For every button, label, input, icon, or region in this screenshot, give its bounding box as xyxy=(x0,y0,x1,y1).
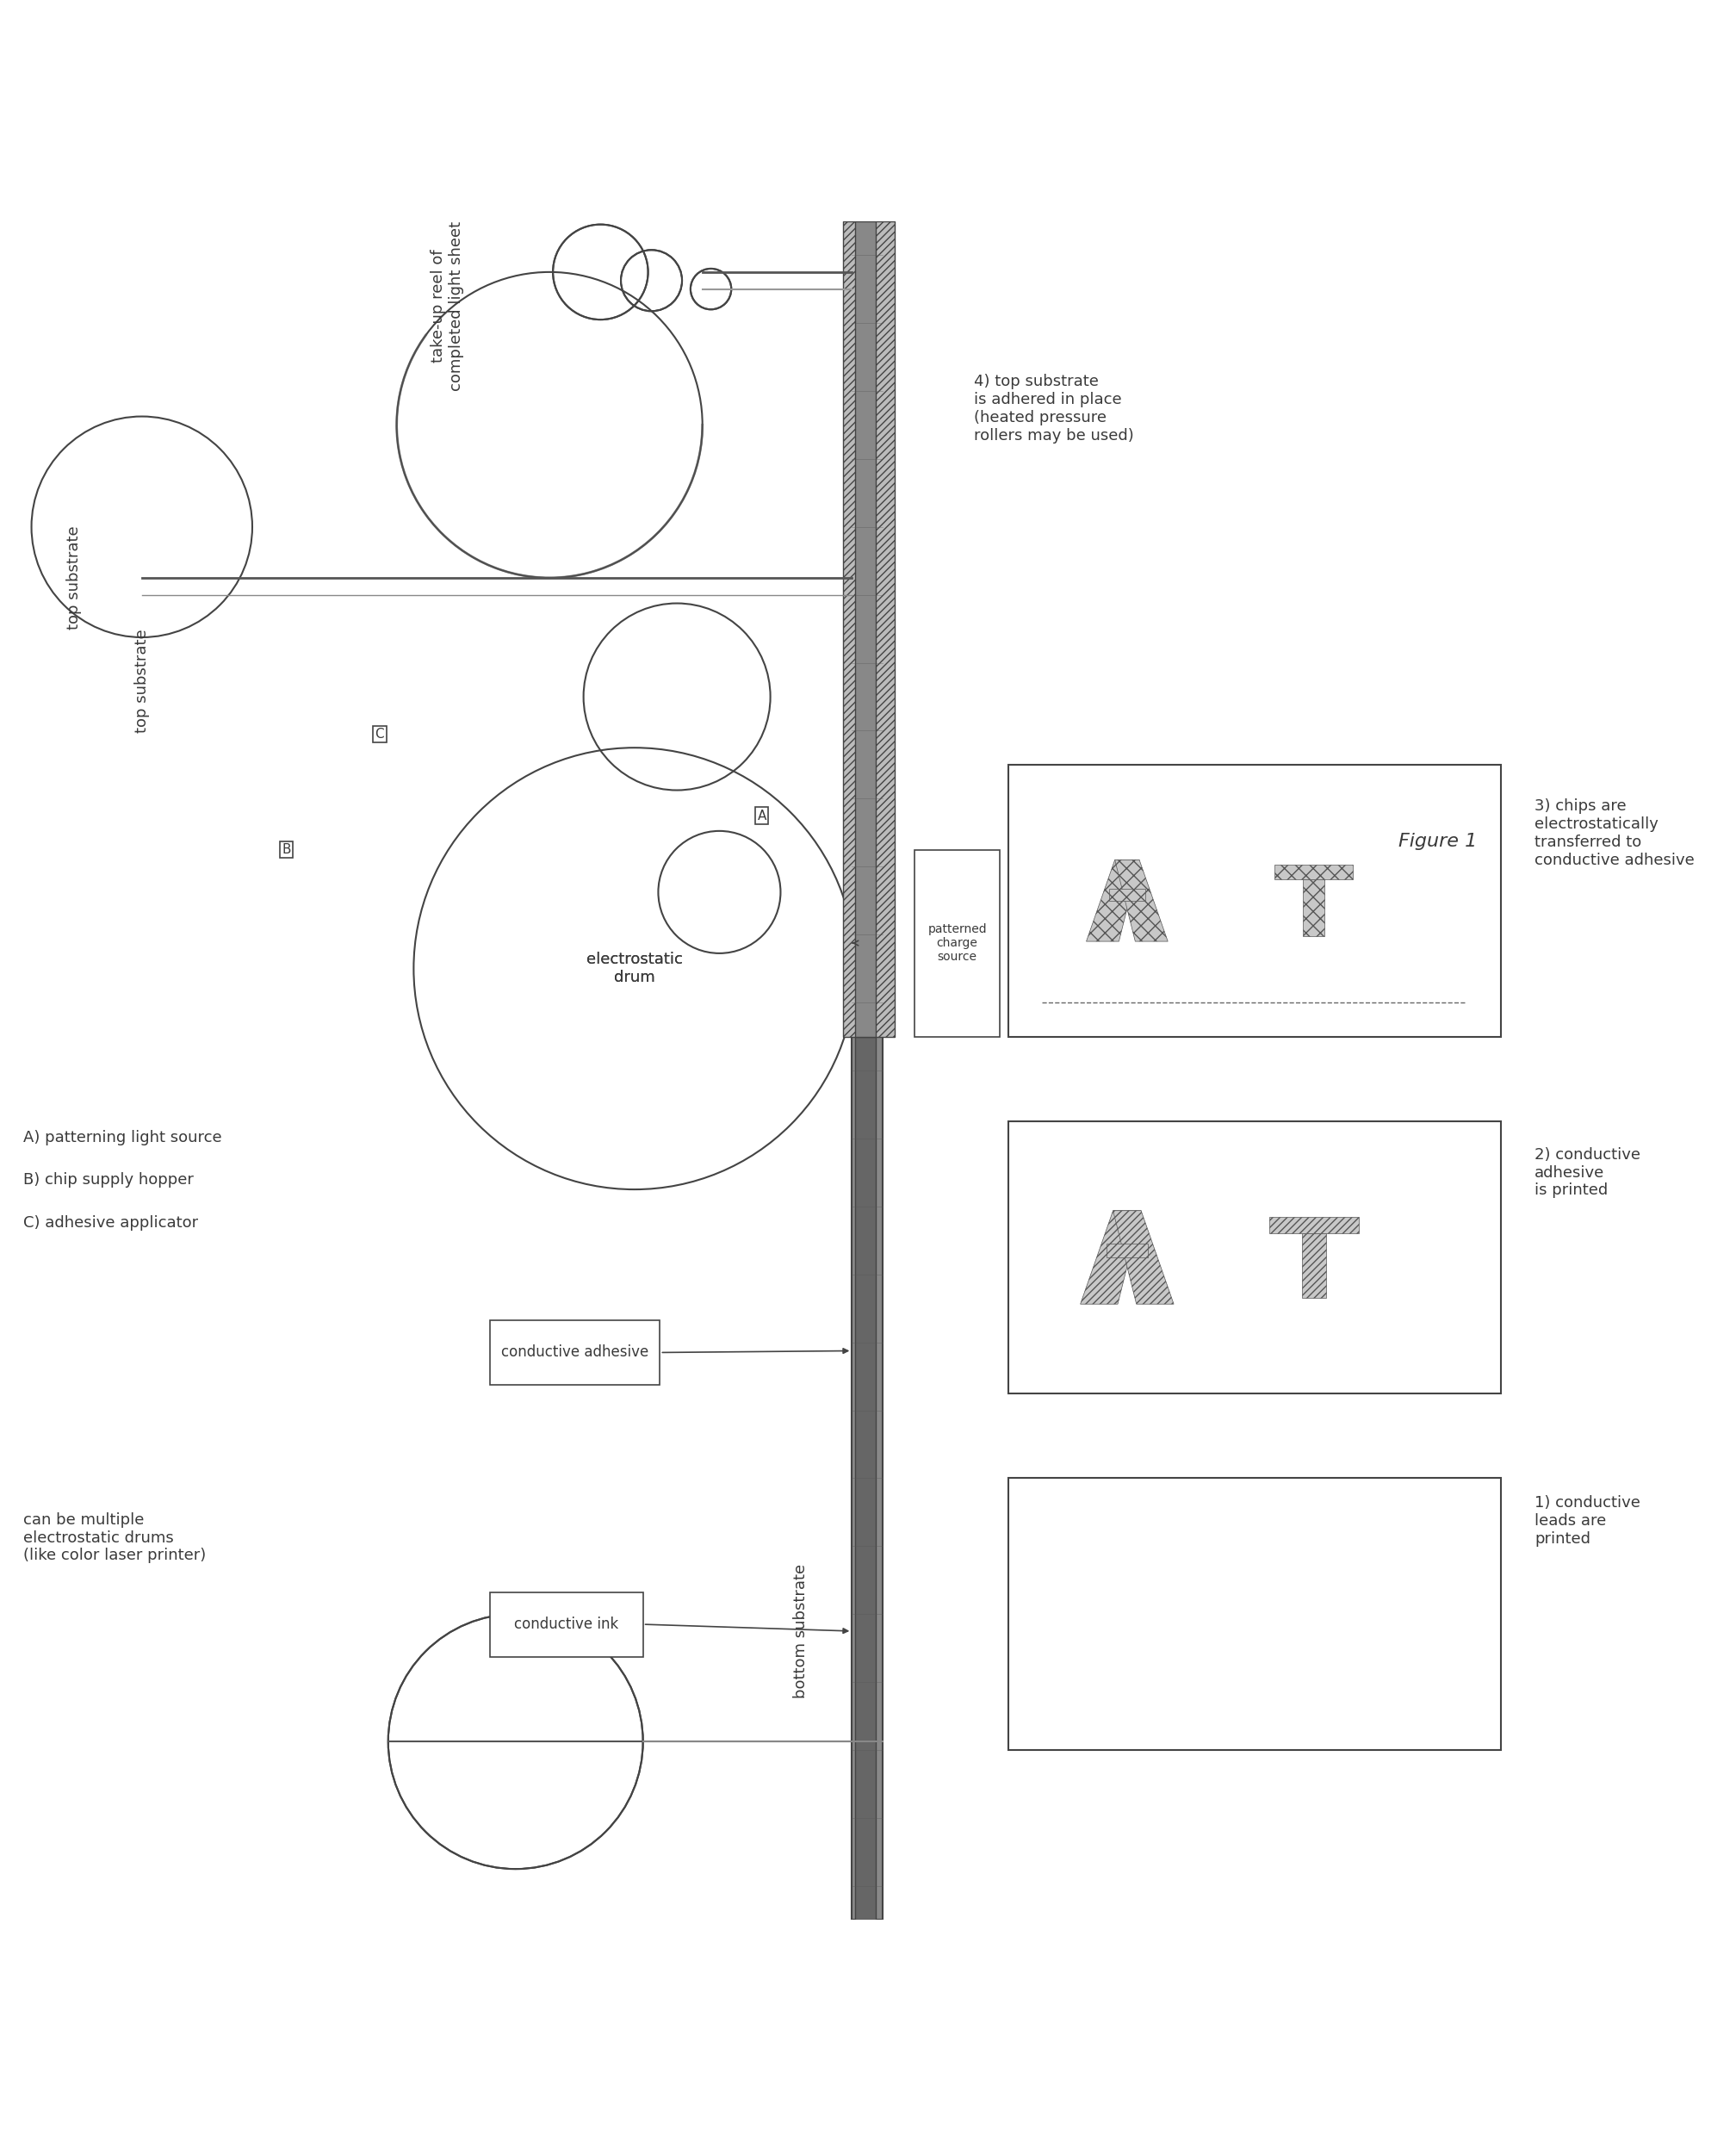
Text: C: C xyxy=(375,728,384,741)
FancyBboxPatch shape xyxy=(856,221,875,1036)
Polygon shape xyxy=(1269,1216,1359,1233)
Text: B: B xyxy=(281,844,290,856)
Text: top substrate: top substrate xyxy=(66,527,82,629)
Text: C) adhesive applicator: C) adhesive applicator xyxy=(23,1214,198,1231)
FancyBboxPatch shape xyxy=(490,1593,642,1657)
Text: take-up reel of
completed light sheet: take-up reel of completed light sheet xyxy=(431,221,464,392)
Polygon shape xyxy=(1274,865,1352,880)
Polygon shape xyxy=(1113,1210,1174,1304)
FancyBboxPatch shape xyxy=(490,1321,660,1385)
Polygon shape xyxy=(1087,861,1139,942)
Text: bottom substrate: bottom substrate xyxy=(793,1563,809,1698)
Text: patterned
charge
source: patterned charge source xyxy=(927,923,986,963)
Text: Figure 1: Figure 1 xyxy=(1399,833,1477,850)
Text: conductive ink: conductive ink xyxy=(514,1616,618,1631)
Polygon shape xyxy=(1080,1210,1141,1304)
Text: 3) chips are
electrostatically
transferred to
conductive adhesive: 3) chips are electrostatically transferr… xyxy=(1535,799,1694,867)
Polygon shape xyxy=(1115,861,1168,942)
FancyBboxPatch shape xyxy=(856,1036,875,1920)
FancyBboxPatch shape xyxy=(844,221,894,1036)
Polygon shape xyxy=(1109,889,1146,901)
Text: 1) conductive
leads are
printed: 1) conductive leads are printed xyxy=(1535,1494,1641,1546)
Polygon shape xyxy=(1106,1244,1147,1257)
Text: electrostatic
drum: electrostatic drum xyxy=(587,953,682,985)
FancyBboxPatch shape xyxy=(1009,1477,1502,1749)
Text: 2) conductive
adhesive
is printed: 2) conductive adhesive is printed xyxy=(1535,1148,1641,1199)
Text: 4) top substrate
is adhered in place
(heated pressure
rollers may be used): 4) top substrate is adhered in place (he… xyxy=(974,375,1134,443)
Polygon shape xyxy=(1304,880,1325,936)
FancyBboxPatch shape xyxy=(1009,1122,1502,1394)
FancyBboxPatch shape xyxy=(1009,764,1502,1036)
Text: top substrate: top substrate xyxy=(134,629,149,732)
Text: A) patterning light source: A) patterning light source xyxy=(23,1130,222,1145)
Polygon shape xyxy=(1302,1233,1326,1297)
FancyBboxPatch shape xyxy=(852,221,882,1920)
Text: A: A xyxy=(757,809,766,822)
Text: B) chip supply hopper: B) chip supply hopper xyxy=(23,1173,193,1188)
Text: electrostatic
drum: electrostatic drum xyxy=(587,953,682,985)
Text: conductive adhesive: conductive adhesive xyxy=(502,1345,649,1360)
Text: can be multiple
electrostatic drums
(like color laser printer): can be multiple electrostatic drums (lik… xyxy=(23,1512,207,1563)
FancyBboxPatch shape xyxy=(915,850,1000,1036)
